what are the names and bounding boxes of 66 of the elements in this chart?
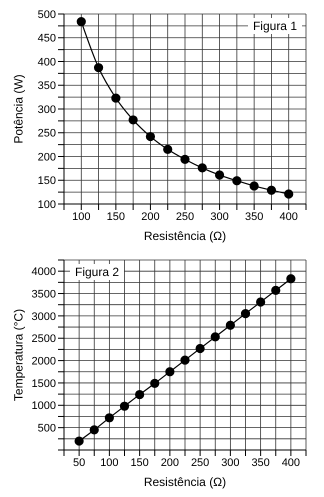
point [198, 163, 207, 172]
x-tick-label: 400 [282, 456, 300, 469]
annotation: Figura 2 [70, 264, 124, 280]
x-axis-title: Resistência (Ω) [144, 229, 226, 243]
y-tick-label: 1500 [32, 378, 56, 390]
point [120, 402, 130, 411]
point [232, 176, 242, 186]
x-tick-label: 100 [100, 456, 119, 469]
point [163, 144, 172, 154]
y-axis-title: Potência (W) [11, 74, 26, 144]
point [111, 93, 120, 103]
point [94, 63, 104, 72]
point [284, 189, 294, 199]
x-tick-label: 50 [73, 456, 86, 469]
y-tick-label: 2500 [32, 333, 56, 346]
point [214, 170, 224, 180]
y-tick-label: 500 [38, 422, 56, 435]
y-tick-label: 100 [38, 198, 56, 211]
y-tick-label: 450 [38, 32, 56, 45]
y-tick-label: 1000 [32, 400, 56, 412]
y-tick-label: 4000 [32, 266, 56, 278]
x-tick-label: 200 [160, 456, 180, 469]
point [266, 186, 276, 195]
y-tick-label: 300 [38, 104, 56, 116]
y-tick-label: 350 [38, 80, 56, 92]
y-tick-label: 3500 [32, 288, 56, 300]
y-tick-label: 3000 [32, 310, 56, 323]
point [256, 297, 266, 307]
y-tick-label: 250 [38, 128, 56, 140]
x-tick-label: 250 [176, 210, 194, 223]
point [196, 344, 205, 354]
point [210, 332, 220, 342]
x-tick-label: 300 [210, 210, 229, 223]
y-tick-label: 200 [38, 151, 56, 164]
x-tick-label: 400 [280, 210, 298, 223]
point [286, 274, 296, 284]
x-tick-label: 150 [130, 456, 149, 469]
x-tick-label: 100 [72, 210, 90, 223]
y-tick-label: 2000 [32, 355, 56, 368]
x-tick-label: 300 [221, 456, 240, 469]
point [104, 413, 114, 422]
point [240, 309, 250, 318]
point [150, 378, 160, 388]
x-tick-label: 350 [251, 456, 270, 469]
x-axis-title: Resistência (Ω) [144, 475, 226, 489]
x-tick-label: 250 [190, 456, 210, 469]
point [90, 425, 99, 434]
y-tick-label: 150 [38, 175, 56, 188]
x-tick-label: 200 [141, 210, 160, 223]
point [271, 286, 280, 295]
point [135, 390, 144, 400]
point [74, 436, 84, 446]
point [250, 181, 259, 191]
point [180, 154, 190, 164]
point [226, 320, 235, 330]
y-tick-label: 500 [38, 8, 56, 21]
point [180, 356, 190, 365]
point [76, 17, 86, 26]
x-tick-label: 150 [106, 210, 126, 223]
point [128, 115, 138, 125]
point [146, 132, 156, 142]
y-tick-label: 400 [38, 56, 56, 68]
annotation: Figura 1 [248, 18, 302, 34]
y-axis-title: Temperatura (°C) [11, 308, 26, 402]
x-tick-label: 350 [244, 210, 264, 223]
point [165, 367, 174, 376]
